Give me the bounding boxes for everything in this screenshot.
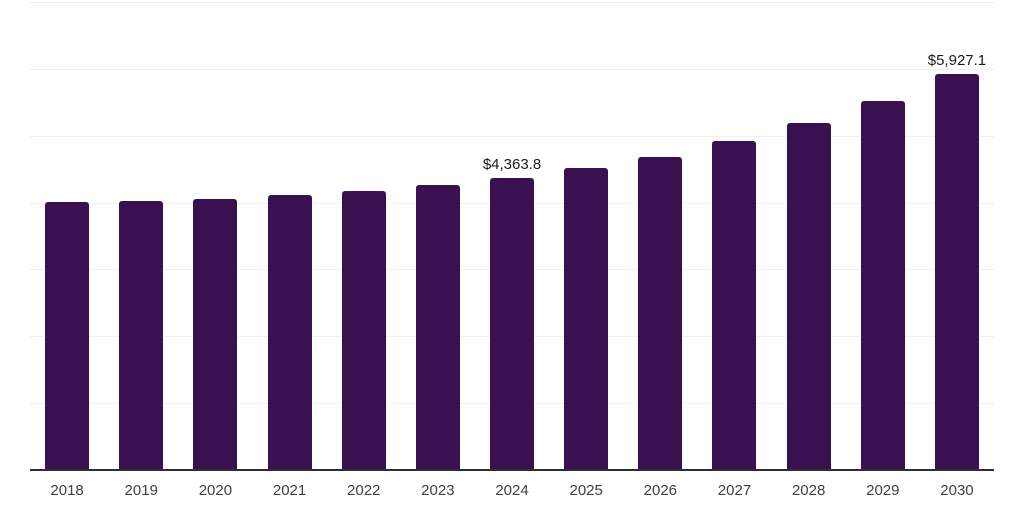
bar-value-label-2030: $5,927.1 [927,51,987,69]
x-tick-label-2020: 2020 [198,482,233,499]
x-tick-label-2026: 2026 [643,482,678,499]
bar-column-2026 [623,2,697,470]
plot-area: $4,363.8 $5,927.1 [30,2,994,471]
bar-column-2025 [549,2,623,470]
bar-2023 [415,184,460,470]
x-tick-label-2030: 2030 [940,482,974,499]
bar-column-2018 [30,2,104,470]
x-tick-label-2022: 2022 [347,482,381,499]
bar-column-2020 [178,2,252,470]
x-tick-label-2019: 2019 [124,482,158,499]
bar-2022 [341,190,386,470]
bar-2029 [860,100,905,470]
bar-column-2028 [772,2,846,470]
bar-2025 [564,168,609,470]
bar-2018 [45,201,90,470]
bar-column-2022 [327,2,401,470]
x-tick-label-2023: 2023 [421,482,455,499]
bar-value-label-2024: $4,363.8 [482,156,542,174]
bar-2027 [712,141,757,470]
bar-2028 [786,123,831,470]
x-tick-label-2028: 2028 [791,482,826,499]
bar-column-2023 [401,2,475,470]
x-axis-labels: 2018 2019 2020 2021 2022 2023 2024 2025 2026 2027… [30,480,994,501]
bar-column-2029 [846,2,920,470]
x-tick-label-2021: 2021 [272,482,307,499]
x-tick-label-2029: 2029 [866,482,900,499]
bar-2021 [267,194,312,470]
bar-column-2021 [252,2,326,470]
bar-2019 [119,200,164,470]
bar-column-2030: $5,927.1 [920,2,994,470]
bar-2020 [193,198,238,470]
bar-column-2019 [104,2,178,470]
x-axis-line [30,469,994,471]
bars-row: $4,363.8 $5,927.1 [30,2,994,470]
gridline-5000 [30,135,994,137]
x-tick-label-2025: 2025 [569,482,603,499]
x-tick-label-2024: 2024 [495,482,529,499]
gridline-6000 [30,68,994,70]
gridline-7000 [30,2,994,3]
bar-2026 [638,157,683,470]
x-tick-label-2018: 2018 [50,482,84,499]
bar-2024 [490,178,535,470]
x-tick-label-2027: 2027 [717,482,752,499]
bar-column-2024: $4,363.8 [475,2,549,470]
bar-2030 [934,73,979,470]
bar-column-2027 [697,2,771,470]
